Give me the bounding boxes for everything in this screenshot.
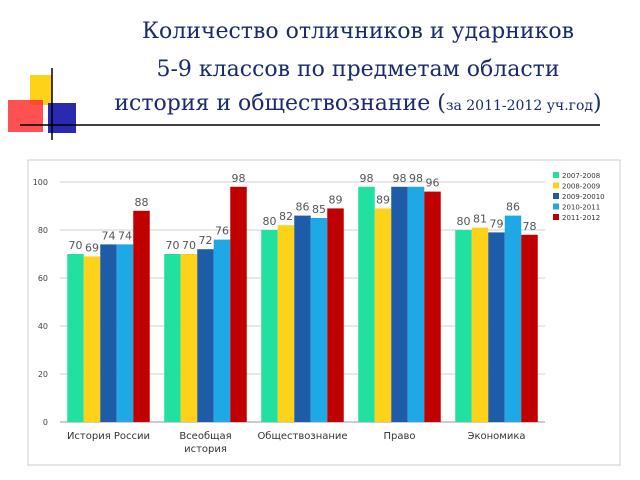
bar bbox=[327, 208, 344, 422]
bar bbox=[358, 186, 375, 422]
value-label: 96 bbox=[426, 177, 440, 190]
bar bbox=[294, 215, 311, 422]
value-label: 80 bbox=[457, 215, 471, 228]
chart-title: Количество отличников и ударников bbox=[142, 19, 574, 44]
legend-swatch bbox=[553, 214, 559, 220]
bar bbox=[180, 254, 198, 422]
bar bbox=[521, 234, 538, 422]
y-tick-label: 40 bbox=[38, 322, 48, 331]
y-tick-label: 0 bbox=[43, 418, 48, 427]
bar bbox=[230, 186, 247, 422]
legend-swatch bbox=[553, 203, 559, 210]
value-label: 70 bbox=[166, 239, 180, 252]
value-label: 72 bbox=[199, 234, 213, 247]
value-label: 89 bbox=[329, 193, 343, 206]
title-note: за 2011-2012 уч.год bbox=[446, 98, 594, 114]
value-label: 98 bbox=[232, 172, 246, 185]
value-label: 98 bbox=[360, 172, 374, 185]
chart-title: история и обществознание (за 2011-2012 у… bbox=[114, 91, 601, 116]
bar bbox=[424, 191, 441, 422]
legend-swatch bbox=[553, 182, 559, 189]
bar bbox=[164, 254, 181, 422]
value-label: 98 bbox=[409, 172, 423, 185]
x-tick-label: Обществознание bbox=[257, 431, 347, 442]
bar bbox=[213, 239, 231, 422]
value-label: 80 bbox=[263, 215, 277, 228]
bar bbox=[471, 227, 489, 422]
bar bbox=[100, 244, 117, 422]
legend-swatch bbox=[553, 172, 559, 178]
decoration bbox=[8, 68, 600, 140]
bar bbox=[116, 244, 134, 422]
value-label: 74 bbox=[102, 229, 116, 242]
value-label: 70 bbox=[69, 239, 83, 252]
bar bbox=[407, 186, 425, 422]
y-tick-label: 80 bbox=[38, 226, 48, 235]
bar bbox=[488, 232, 505, 422]
y-tick-label: 20 bbox=[38, 370, 48, 379]
bar bbox=[133, 210, 150, 422]
bar bbox=[374, 208, 392, 422]
y-tick-label: 60 bbox=[38, 274, 48, 283]
value-label: 70 bbox=[182, 239, 196, 252]
legend-label: 2009-20010 bbox=[562, 193, 605, 201]
value-label: 76 bbox=[215, 225, 229, 238]
title-part: история и обществознание ( bbox=[114, 91, 445, 116]
bar bbox=[83, 256, 101, 422]
value-label: 88 bbox=[135, 196, 149, 209]
legend-label: 2007-2008 bbox=[562, 172, 600, 180]
x-tick-label: Всеобщая история bbox=[179, 431, 231, 455]
value-label: 81 bbox=[473, 213, 487, 226]
legend-label: 2010-2011 bbox=[562, 204, 600, 212]
x-tick-label: Право bbox=[383, 431, 415, 442]
x-tick-label: История России bbox=[67, 431, 150, 442]
bar bbox=[310, 218, 328, 422]
value-label: 69 bbox=[85, 241, 99, 254]
chart-title: 5-9 классов по предметам области bbox=[156, 57, 559, 82]
value-label: 86 bbox=[296, 201, 310, 214]
bar bbox=[277, 225, 295, 422]
x-tick-label: Экономика bbox=[467, 431, 525, 442]
value-label: 85 bbox=[312, 203, 326, 216]
legend-label: 2011-2012 bbox=[562, 214, 600, 222]
bar bbox=[197, 249, 214, 422]
bar bbox=[504, 215, 522, 422]
value-label: 86 bbox=[506, 201, 520, 214]
legend-label: 2008-2009 bbox=[562, 183, 600, 191]
value-label: 89 bbox=[376, 193, 390, 206]
y-tick-label: 100 bbox=[33, 178, 48, 187]
bar bbox=[261, 230, 278, 422]
title-end: ) bbox=[593, 91, 602, 116]
bar bbox=[67, 254, 84, 422]
value-label: 78 bbox=[523, 220, 537, 233]
value-label: 82 bbox=[279, 210, 293, 223]
value-label: 98 bbox=[393, 172, 407, 185]
legend-swatch bbox=[553, 193, 559, 199]
value-label: 74 bbox=[118, 229, 132, 242]
bar bbox=[455, 230, 472, 422]
bar bbox=[391, 186, 408, 422]
value-label: 79 bbox=[490, 217, 504, 230]
chart-area bbox=[27, 159, 621, 466]
